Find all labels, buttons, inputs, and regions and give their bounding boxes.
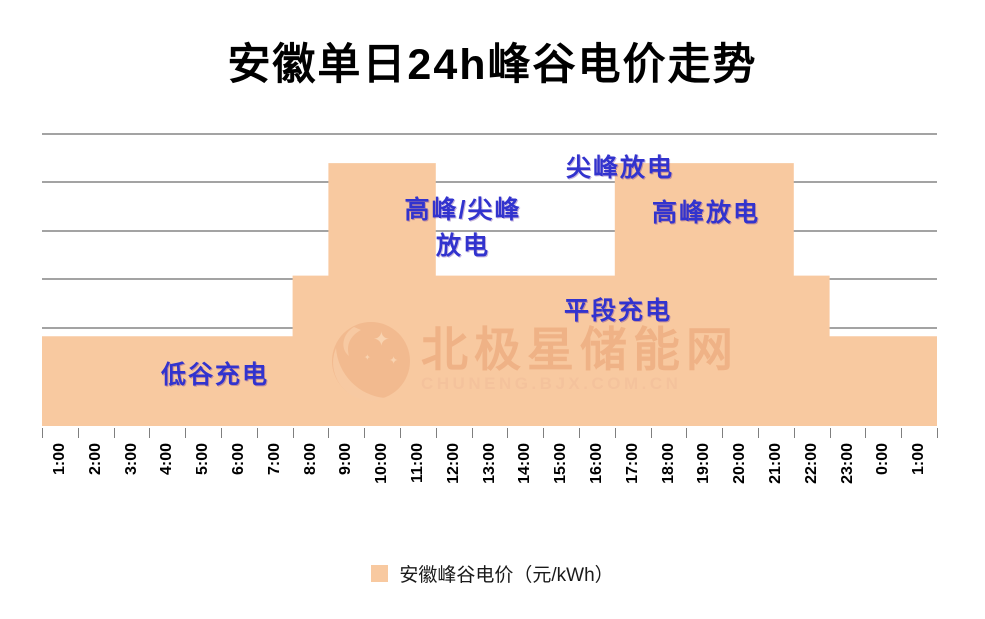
x-axis-label: 2:00 (86, 443, 104, 476)
x-axis-tick (292, 428, 294, 438)
x-axis-tick (400, 428, 401, 438)
period-annotation: 平段充电 (563, 296, 673, 325)
x-axis-label: 21:00 (766, 443, 784, 484)
x-axis-tick (650, 428, 652, 438)
x-axis-tick (364, 428, 366, 438)
x-axis-tick (829, 428, 831, 438)
x-axis-label: 22:00 (802, 443, 820, 484)
gridline (42, 229, 937, 232)
x-axis-tick (579, 428, 580, 438)
x-axis-tick (543, 428, 545, 438)
x-axis-label: 15:00 (552, 443, 570, 484)
x-axis-tick (185, 428, 187, 438)
x-axis-label: 11:00 (408, 443, 426, 484)
x-axis-tick (328, 428, 330, 438)
legend-swatch (371, 565, 389, 582)
x-axis-label: 5:00 (194, 443, 212, 476)
x-axis-tick (149, 428, 151, 438)
x-axis-tick (901, 428, 903, 438)
x-axis-label: 23:00 (838, 443, 856, 484)
period-annotation: 高峰放电 (651, 198, 761, 227)
x-axis-tick (686, 428, 688, 438)
x-axis-label: 19:00 (695, 443, 713, 484)
x-axis-tick (722, 428, 724, 438)
x-axis-tick (937, 428, 938, 438)
x-axis-tick (507, 428, 509, 438)
x-axis-label: 1:00 (910, 443, 928, 476)
x-axis-tick (435, 428, 437, 438)
x-axis-label: 14:00 (516, 443, 534, 484)
gridline (42, 132, 937, 135)
x-axis-label: 13:00 (480, 443, 498, 484)
legend-label: 安徽峰谷电价（元/kWh） (399, 565, 614, 586)
x-axis-label: 9:00 (337, 443, 355, 476)
legend: 安徽峰谷电价（元/kWh） (0, 560, 985, 587)
chart-title: 安徽单日24h峰谷电价走势 (227, 41, 758, 89)
x-axis-label: 7:00 (265, 443, 283, 476)
x-axis-label: 18:00 (659, 443, 677, 484)
period-annotation: 尖峰放电 (565, 153, 675, 182)
price-step-area-series (42, 163, 937, 426)
x-axis-label: 3:00 (122, 443, 140, 476)
gridline (42, 181, 937, 183)
x-axis-tick (758, 428, 759, 438)
x-axis-label: 17:00 (623, 443, 641, 484)
x-axis-label: 20:00 (731, 443, 749, 484)
x-axis-label: 4:00 (158, 443, 176, 476)
x-axis-tick (865, 428, 867, 438)
area-polygon (42, 163, 937, 426)
period-annotation: 低谷充电 (160, 360, 270, 389)
period-annotation: 高峰/尖峰 放电 (404, 195, 522, 260)
x-axis-label: 1:00 (50, 443, 68, 476)
x-axis-label: 0:00 (874, 443, 892, 476)
x-axis-label: 8:00 (301, 443, 319, 476)
x-axis-tick (471, 428, 473, 438)
x-axis-label: 10:00 (373, 443, 391, 484)
x-axis-tick (256, 428, 258, 438)
x-axis-tick (113, 428, 115, 438)
x-axis-label: 6:00 (229, 443, 247, 476)
x-axis-label: 16:00 (587, 443, 605, 484)
x-axis-tick (614, 428, 616, 438)
x-axis-tick (77, 428, 79, 438)
x-axis-tick (793, 428, 795, 438)
x-axis-label: 12:00 (444, 443, 462, 484)
x-axis-tick (221, 428, 222, 438)
x-axis-tick (42, 428, 43, 438)
